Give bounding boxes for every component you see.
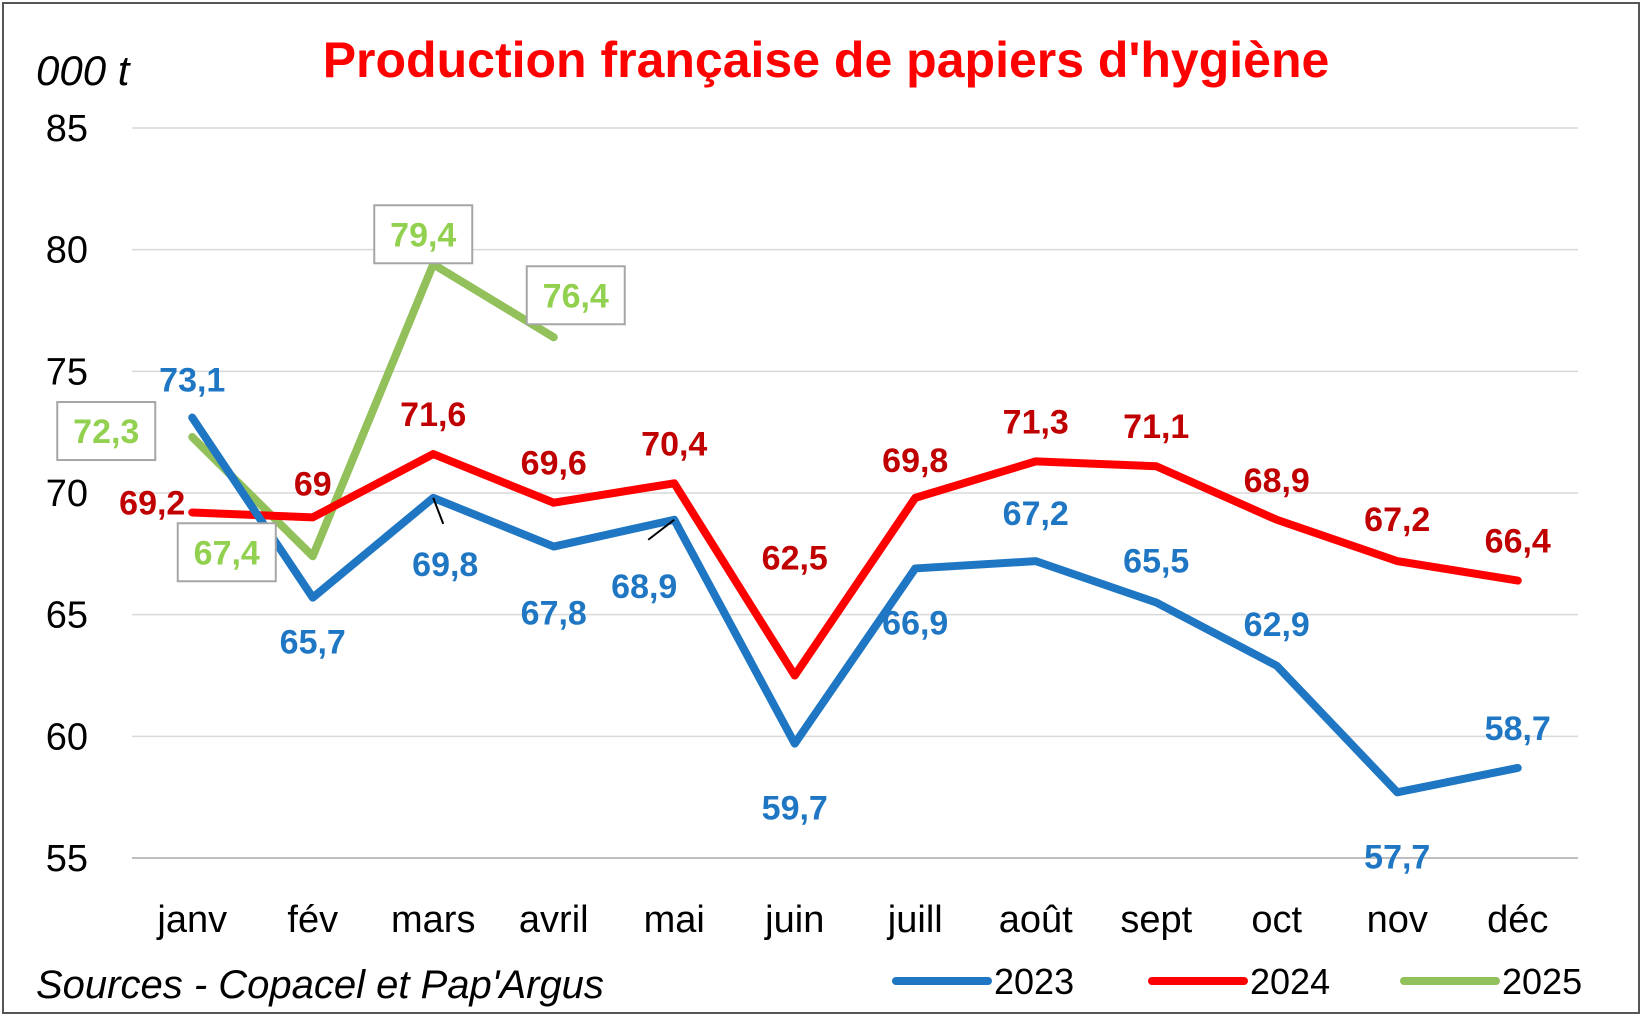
- y-tick-label: 85: [46, 108, 88, 150]
- data-label-2023: 67,2: [1003, 495, 1069, 533]
- data-label-2023: 69,8: [412, 546, 478, 584]
- data-label-2023: 62,9: [1244, 606, 1310, 644]
- data-label-2024: 68,9: [1244, 462, 1310, 500]
- data-label-2024: 71,3: [1003, 403, 1069, 441]
- x-tick-label: fév: [287, 899, 338, 941]
- data-label-box: [373, 204, 474, 265]
- data-label-2023: 58,7: [1485, 710, 1551, 748]
- legend-label: 2024: [1250, 961, 1330, 1002]
- data-label-box: [525, 265, 626, 326]
- data-label-2023: 68,9: [611, 568, 677, 606]
- x-tick-label: juin: [764, 899, 824, 941]
- y-tick-label: 70: [46, 473, 88, 515]
- data-label-2024: 69,6: [521, 445, 587, 483]
- data-label-2025: 79,4: [390, 216, 456, 254]
- gridlines: [132, 127, 1578, 859]
- legend-entry-2023: 2023: [892, 961, 1074, 1002]
- data-label-2023: 57,7: [1364, 838, 1430, 876]
- data-label-2023: 65,7: [280, 624, 346, 662]
- data-label-2024: 62,5: [762, 540, 828, 578]
- data-label-2024: 70,4: [641, 425, 707, 463]
- leader-line: [432, 497, 445, 525]
- x-tick-label: juill: [887, 899, 943, 941]
- y-tick-label: 80: [46, 230, 88, 272]
- legend-entry-2024: 2024: [1148, 961, 1330, 1002]
- data-label-2024: 66,4: [1485, 523, 1551, 561]
- x-tick-label: nov: [1367, 899, 1428, 941]
- data-label-box: [56, 401, 157, 462]
- data-label-2024: 69,2: [119, 484, 185, 522]
- y-tick-label: 75: [46, 351, 88, 393]
- x-tick-label: janv: [156, 899, 227, 941]
- data-label-2024: 69: [294, 465, 332, 503]
- x-tick-label: avril: [519, 899, 589, 941]
- series-line-2023: [188, 413, 1522, 797]
- x-tick-label: mars: [391, 899, 475, 941]
- x-tick-label: déc: [1487, 899, 1548, 941]
- y-tick-labels: 55 60 65 70 75 80 85: [46, 108, 88, 880]
- data-labels: 73,1 65,7 69,8 67,8 68,9 59,7 66,9 67,2 65,5 62,9…: [56, 204, 1551, 876]
- data-label-2024: 67,2: [1364, 501, 1430, 539]
- x-tick-label: oct: [1251, 899, 1302, 941]
- chart-title: Production française de papiers d'hygièn…: [323, 32, 1330, 88]
- y-tick-label: 55: [46, 838, 88, 880]
- data-label-2024: 71,6: [400, 396, 466, 434]
- legend-entry-2025: 2025: [1400, 961, 1582, 1002]
- y-axis-unit: 000 t: [36, 47, 132, 94]
- series-lines: [188, 260, 1522, 797]
- legend-label: 2023: [994, 961, 1074, 1002]
- data-label-2023: 59,7: [762, 790, 828, 828]
- source-note: Sources - Copacel et Pap'Argus: [36, 963, 604, 1007]
- data-label-box: [176, 522, 277, 583]
- series-line-2024: [188, 450, 1522, 680]
- x-tick-label: mai: [644, 899, 705, 941]
- x-tick-label: août: [999, 899, 1073, 941]
- data-label-2025: 76,4: [543, 277, 609, 315]
- data-label-2025: 72,3: [73, 413, 139, 451]
- data-label-2024: 71,1: [1123, 408, 1189, 446]
- series-line-2025: [188, 260, 558, 561]
- y-tick-label: 60: [46, 716, 88, 758]
- data-label-2023: 65,5: [1123, 543, 1189, 581]
- label-leader-lines: [432, 497, 675, 541]
- data-label-2025: 67,4: [194, 534, 260, 572]
- data-label-2024: 69,8: [882, 442, 948, 480]
- x-tick-label: sept: [1120, 899, 1192, 941]
- y-tick-label: 65: [46, 595, 88, 637]
- data-label-2023: 67,8: [521, 595, 587, 633]
- legend-label: 2025: [1502, 961, 1582, 1002]
- data-label-2023: 66,9: [882, 604, 948, 642]
- legend: 2023 2024 2025: [892, 961, 1582, 1002]
- x-tick-labels: janv fév mars avril mai juin juill août sept oct n…: [156, 899, 1548, 941]
- leader-line: [647, 518, 675, 541]
- data-label-2023: 73,1: [159, 362, 225, 400]
